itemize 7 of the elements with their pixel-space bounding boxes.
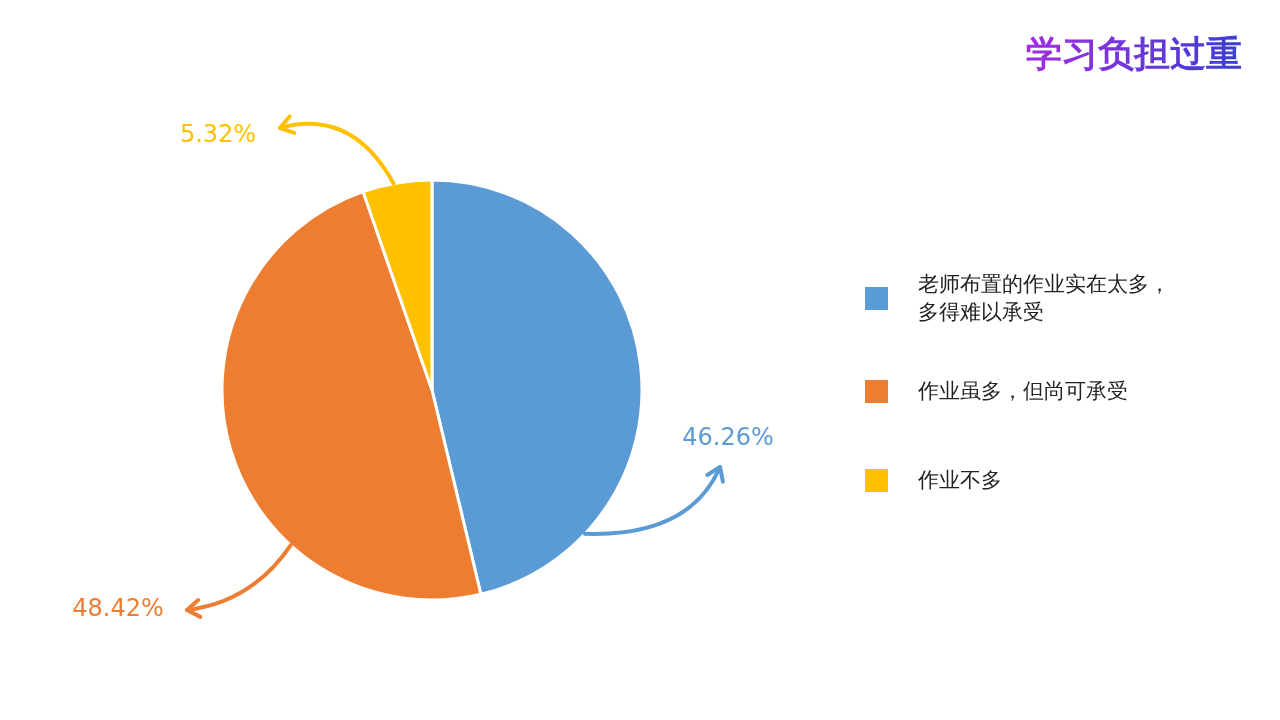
data-label: 46.26% bbox=[682, 423, 774, 451]
data-label: 5.32% bbox=[179, 120, 257, 148]
legend-label: 作业虽多，但尚可承受 bbox=[917, 379, 1128, 403]
chart-title: 学习负担过重 bbox=[1026, 33, 1242, 74]
data-label: 48.42% bbox=[72, 594, 164, 622]
legend-label: 老师布置的作业实在太多，多得难以承受 bbox=[918, 272, 1170, 324]
legend-label: 作业不多 bbox=[917, 468, 1002, 492]
